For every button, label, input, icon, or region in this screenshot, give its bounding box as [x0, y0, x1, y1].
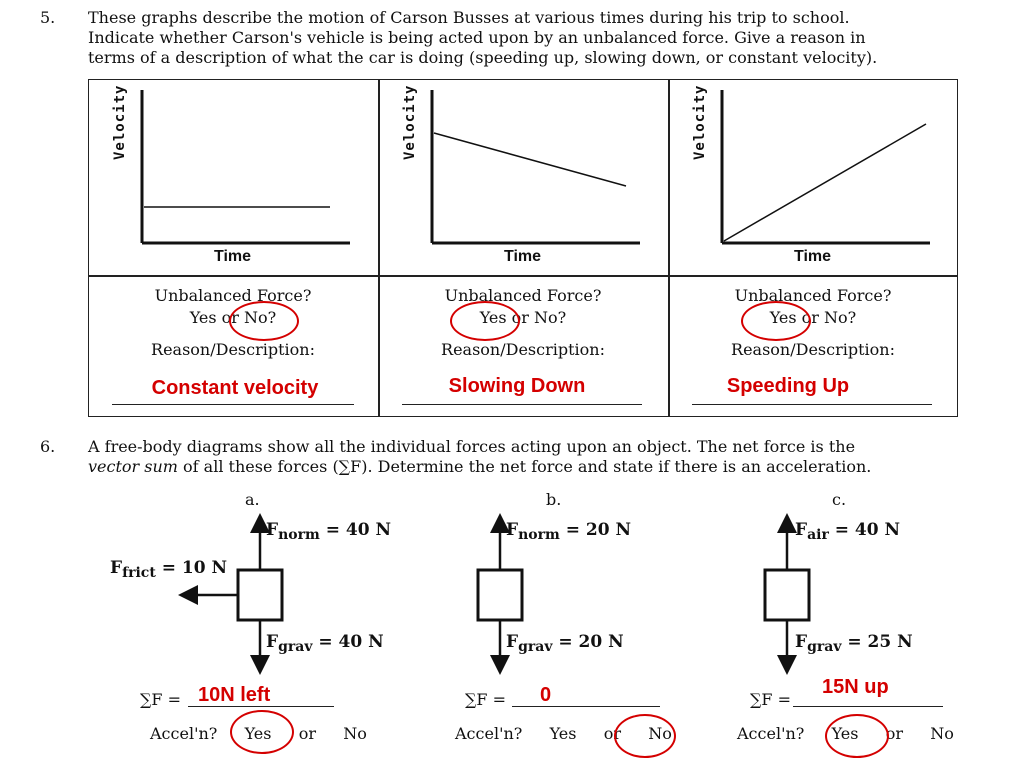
- graph-x-label: Time: [504, 248, 542, 265]
- question-5-text: These graphs describe the motion of Cars…: [88, 8, 968, 68]
- net-force-answer: 10N left: [198, 684, 271, 706]
- unbalanced-force-question: Unbalanced Force?: [154, 286, 312, 305]
- yes-or-no-question: Yes or No?: [479, 308, 567, 327]
- graph-slowing-down: [430, 90, 640, 245]
- table-divider: [378, 80, 380, 416]
- graph-x-label: Time: [794, 248, 832, 265]
- net-force-prefix: ∑F =: [140, 690, 182, 709]
- reason-label: Reason/Description:: [441, 340, 605, 359]
- graph-y-label: Velocity: [112, 84, 128, 160]
- question-5-line-3: terms of a description of what the car i…: [88, 48, 878, 67]
- graph-y-label: Velocity: [692, 84, 708, 160]
- net-force-underline: [793, 706, 943, 707]
- answer-underline: [112, 404, 354, 405]
- net-force-underline: [188, 706, 334, 707]
- net-force-answer: 15N up: [822, 676, 889, 698]
- graph-speeding-up: [720, 90, 930, 245]
- gravity-force-label: Fgrav = 20 N: [506, 632, 624, 655]
- reason-label: Reason/Description:: [731, 340, 895, 359]
- object-box: [236, 568, 284, 622]
- vector-sum-term: vector sum: [88, 457, 178, 476]
- question-6-text: A free-body diagrams show all the indivi…: [88, 437, 968, 477]
- unbalanced-force-question: Unbalanced Force?: [734, 286, 892, 305]
- answer-underline: [692, 404, 932, 405]
- diagram-letter: a.: [245, 490, 260, 509]
- unbalanced-force-question: Unbalanced Force?: [444, 286, 602, 305]
- graph-x-label: Time: [214, 248, 252, 265]
- circled-accel-no: [614, 714, 676, 758]
- circled-answer-no: [229, 301, 299, 341]
- reason-label: Reason/Description:: [151, 340, 315, 359]
- yes-option: Yes: [549, 724, 577, 743]
- free-body-diagram-a: [178, 513, 284, 675]
- question-5-line-1: These graphs describe the motion of Cars…: [88, 8, 850, 27]
- graph-table: [88, 79, 958, 417]
- reason-answer: Constant velocity: [151, 377, 319, 399]
- velocity-line: [723, 123, 927, 242]
- answer-cell-3: Unbalanced Force? Yes or No? Reason/Desc…: [668, 285, 958, 361]
- question-6-line-2-rest: of all these forces (∑F). Determine the …: [177, 457, 872, 476]
- free-body-diagram-b: [476, 513, 524, 675]
- circled-answer-yes: [741, 301, 811, 341]
- circled-answer-yes: [450, 301, 520, 341]
- gravity-force-label: Fgrav = 40 N: [266, 632, 384, 655]
- free-body-diagram-c: [763, 513, 811, 675]
- answer-cell-2: Unbalanced Force? Yes or No? Reason/Desc…: [378, 285, 668, 361]
- graph-y-label: Velocity: [402, 84, 418, 160]
- gravity-force-label: Fgrav = 25 N: [795, 632, 913, 655]
- normal-force-label: Fnorm = 20 N: [506, 520, 631, 543]
- table-divider: [89, 275, 957, 277]
- object-box: [763, 568, 811, 622]
- table-divider: [668, 80, 670, 416]
- graph-constant-velocity: [140, 90, 350, 245]
- diagram-letter: b.: [546, 490, 562, 509]
- question-5-number: 5.: [40, 8, 56, 27]
- answer-underline: [402, 404, 642, 405]
- reason-answer: Slowing Down: [448, 375, 586, 397]
- no-option: No: [343, 724, 367, 743]
- no-option: No: [930, 724, 954, 743]
- net-force-prefix: ∑F =: [465, 690, 507, 709]
- normal-force-label: Fnorm = 40 N: [266, 520, 391, 543]
- friction-force-label: Ffrict = 10 N: [110, 558, 227, 581]
- circled-accel-yes: [825, 714, 889, 758]
- question-6-line-1: A free-body diagrams show all the indivi…: [88, 437, 856, 456]
- question-6-line-2: vector sum of all these forces (∑F). Det…: [88, 457, 968, 477]
- net-force-prefix: ∑F =: [750, 690, 792, 709]
- net-force-answer: 0: [540, 684, 552, 706]
- net-force-underline: [512, 706, 660, 707]
- question-5-line-2: Indicate whether Carson's vehicle is bei…: [88, 28, 866, 47]
- reason-answer: Speeding Up: [726, 375, 850, 397]
- air-force-label: Fair = 40 N: [795, 520, 901, 543]
- diagram-letter: c.: [832, 490, 847, 509]
- velocity-line: [433, 132, 627, 187]
- object-box: [476, 568, 524, 622]
- question-6-number: 6.: [40, 437, 56, 456]
- circled-accel-yes: [230, 710, 294, 754]
- yes-or-no-question: Yes or No?: [769, 308, 857, 327]
